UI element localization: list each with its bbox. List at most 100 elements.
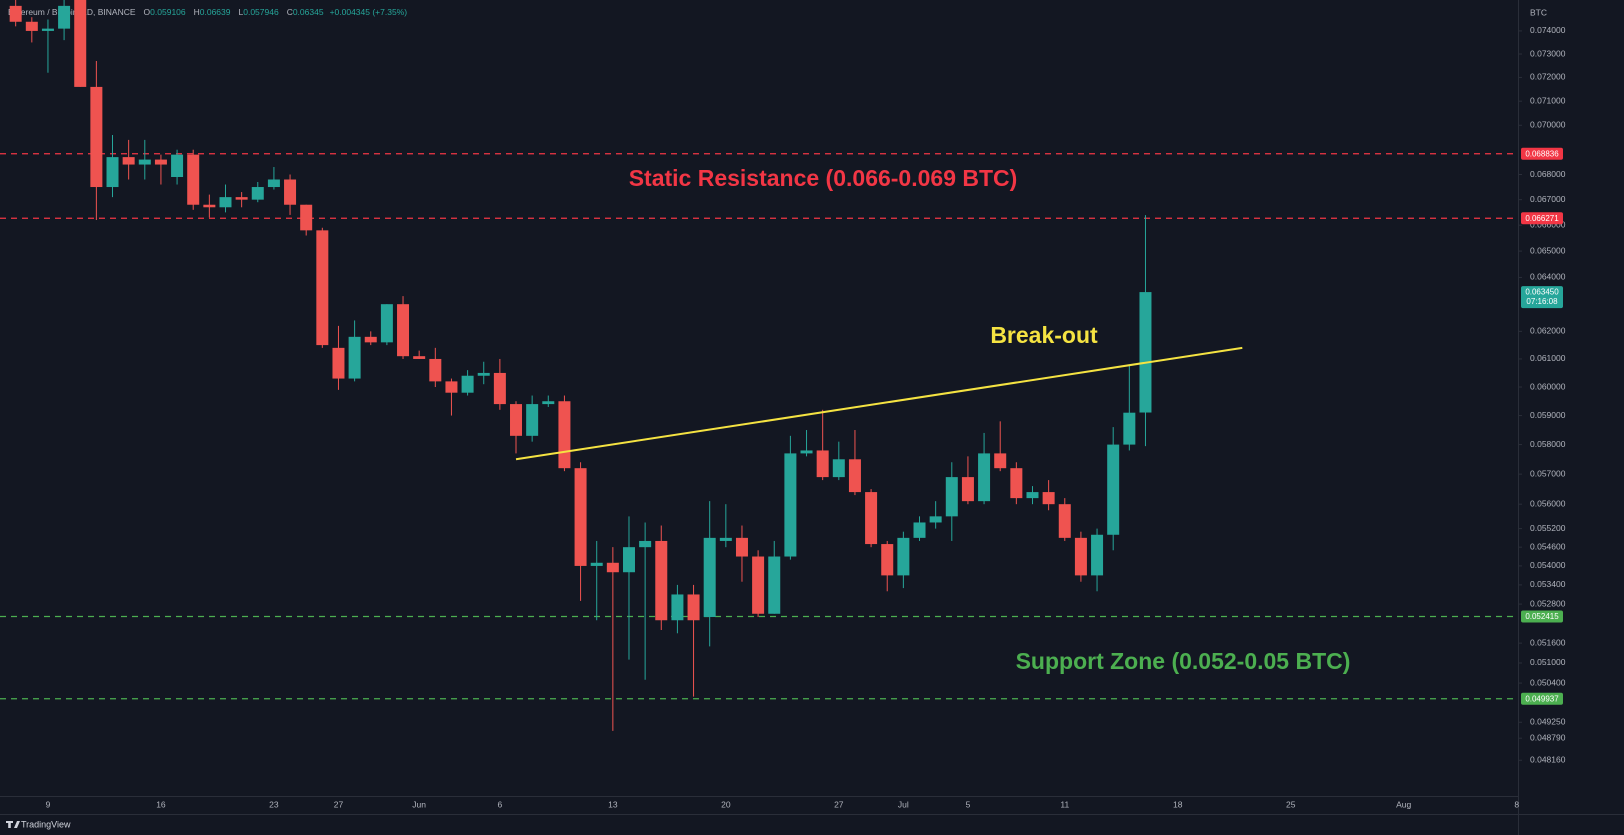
y-tick-label: 0.049250 — [1530, 717, 1566, 727]
candle-body — [300, 204, 313, 231]
x-tick-label: 13 — [608, 799, 618, 809]
y-tick-label: 0.056000 — [1530, 498, 1566, 508]
candle-body — [1010, 468, 1023, 499]
ohlc-key: O — [144, 7, 151, 17]
candle-body — [251, 187, 264, 200]
x-tick-label: 16 — [156, 799, 166, 809]
candle-body — [106, 157, 119, 188]
candle-body — [719, 537, 732, 541]
current-price-label: 0.063450 — [1525, 288, 1559, 297]
y-tick-label: 0.050400 — [1530, 677, 1566, 687]
candle-body — [332, 347, 345, 379]
candle-body — [639, 540, 652, 548]
x-tick-label: 6 — [498, 799, 503, 809]
x-tick-label: 5 — [966, 799, 971, 809]
candle-body — [606, 562, 619, 573]
candle-body — [735, 537, 748, 557]
branding: TradingView — [21, 819, 71, 829]
candle-body — [913, 522, 926, 538]
candle-body — [316, 230, 329, 346]
x-tick-label: 9 — [46, 799, 51, 809]
x-tick-label: 27 — [834, 799, 844, 809]
candle-body — [832, 459, 845, 478]
y-tick-label: 0.054600 — [1530, 541, 1566, 551]
candle-body — [477, 372, 490, 376]
candle-body — [1074, 537, 1087, 576]
candle-body — [235, 197, 248, 200]
x-tick-label: 25 — [1286, 799, 1296, 809]
candle-body — [380, 304, 393, 343]
candle-body — [1058, 504, 1071, 538]
countdown: 07:16:08 — [1526, 297, 1558, 306]
candle-body — [848, 459, 861, 493]
candle-body — [493, 372, 506, 405]
tradingview-logo: TradingView — [6, 819, 71, 829]
candle-body — [1107, 444, 1120, 535]
y-tick-label: 0.068000 — [1530, 169, 1566, 179]
ohlc-value: 0.06345 — [293, 7, 324, 17]
y-tick-label: 0.066000 — [1530, 219, 1566, 229]
candle-body — [622, 547, 635, 573]
candle-body — [978, 453, 991, 502]
candle-body — [413, 356, 426, 359]
candle-body — [929, 516, 942, 523]
candle-body — [122, 157, 135, 165]
level-label: 0.066271 — [1525, 214, 1559, 223]
candle-body — [348, 336, 361, 379]
y-tick-label: 0.060000 — [1530, 381, 1566, 391]
x-tick-label: 27 — [334, 799, 344, 809]
x-tick-label: 18 — [1173, 799, 1183, 809]
ohlc-value: 0.057946 — [243, 7, 279, 17]
candle-body — [138, 159, 151, 165]
candle-body — [784, 453, 797, 557]
candle-body — [1139, 292, 1152, 413]
y-tick-label: 0.048160 — [1530, 755, 1566, 765]
ohlc-value: 0.059106 — [150, 7, 186, 17]
candle-body — [25, 21, 38, 31]
y-tick-label: 0.058000 — [1530, 439, 1566, 449]
candle-body — [187, 154, 200, 205]
unit-label: BTC — [1530, 7, 1547, 17]
y-tick-label: 0.055200 — [1530, 523, 1566, 533]
candle-body — [881, 544, 894, 576]
candle-body — [461, 375, 474, 393]
candle-body — [655, 540, 668, 621]
candle-body — [526, 404, 539, 436]
x-tick-label: Aug — [1396, 799, 1411, 809]
candle-body — [1091, 534, 1104, 576]
annotation: Break-out — [990, 322, 1098, 348]
candle-body — [752, 556, 765, 614]
candle-body — [445, 381, 458, 393]
y-tick-label: 0.052800 — [1530, 598, 1566, 608]
candle-body — [267, 179, 280, 188]
candle-body — [865, 492, 878, 545]
chart-header: Ethereum / Bitcoin, 1D, BINANCE O0.059106… — [8, 7, 407, 17]
candle-body — [364, 336, 377, 343]
symbol: Ethereum / Bitcoin, 1D, BINANCE — [8, 7, 136, 17]
candle-body — [897, 537, 910, 576]
candle-body — [687, 594, 700, 621]
y-tick-label: 0.073000 — [1530, 48, 1566, 58]
candle-body — [1026, 492, 1039, 499]
candle-body — [542, 401, 555, 405]
candle-body — [800, 450, 813, 454]
logo-icon — [6, 821, 20, 828]
x-tick-label: 8 — [1514, 799, 1519, 809]
candle-body — [671, 594, 684, 621]
candle-body — [41, 28, 54, 31]
y-tick-label: 0.067000 — [1530, 194, 1566, 204]
ohlc-key: C — [287, 7, 293, 17]
candle-body — [429, 358, 442, 382]
y-tick-label: 0.071000 — [1530, 95, 1566, 105]
y-tick-label: 0.059000 — [1530, 410, 1566, 420]
y-tick-label: 0.070000 — [1530, 120, 1566, 130]
candle-body — [171, 154, 184, 177]
candle-body — [203, 204, 216, 208]
candle-body — [816, 450, 829, 478]
current-price-box — [1521, 286, 1563, 309]
candle-body — [768, 556, 781, 614]
level-label-box — [1521, 692, 1563, 705]
candle-body — [1123, 412, 1136, 445]
candle-body — [994, 453, 1007, 469]
